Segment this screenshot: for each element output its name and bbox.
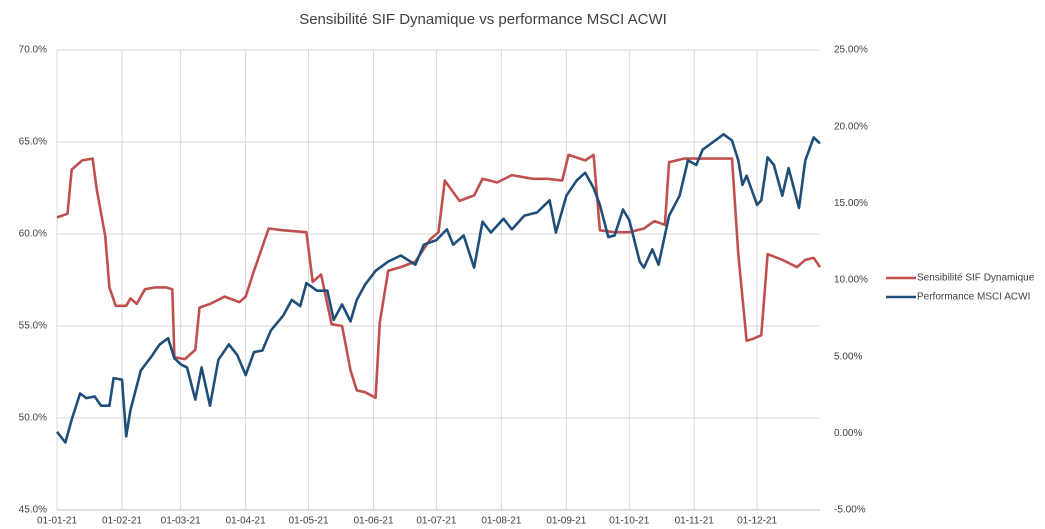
y-tick-label: 45.0% [19, 505, 47, 516]
x-tick-label: 01-03-21 [161, 516, 201, 527]
x-tick-label: 01-10-21 [609, 516, 649, 527]
line-series [56, 153, 822, 400]
y2-tick-label: 25.00% [834, 45, 868, 56]
y2-tick-label: 10.00% [834, 275, 868, 286]
x-tick-label: 01-08-21 [481, 516, 521, 527]
y2-tick-label: 5.00% [834, 351, 862, 362]
x-tick-label: 01-12-21 [737, 516, 777, 527]
x-tick-label: 01-06-21 [354, 516, 394, 527]
y-tick-label: 70.0% [19, 45, 47, 56]
y-tick-label: 55.0% [19, 321, 47, 332]
x-tick-label: 01-01-21 [37, 516, 77, 527]
legend-label: Sensibilité SIF Dynamique [917, 273, 1035, 284]
y2-tick-label: -5.00% [834, 505, 866, 516]
x-tick-label: 01-11-21 [675, 516, 715, 527]
legend-label: Performance MSCI ACWI [917, 292, 1030, 303]
y-tick-label: 50.0% [19, 413, 47, 424]
x-tick-label: 01-04-21 [226, 516, 266, 527]
y-tick-label: 60.0% [19, 229, 47, 240]
x-tick-label: 01-07-21 [416, 516, 456, 527]
chart-title: Sensibilité SIF Dynamique vs performance… [299, 11, 667, 28]
y2-tick-label: 20.00% [834, 121, 868, 132]
y2-tick-label: 15.00% [834, 198, 868, 209]
x-tick-label: 01-02-21 [102, 516, 142, 527]
y2-tick-label: 0.00% [834, 428, 862, 439]
x-tick-label: 01-09-21 [546, 516, 586, 527]
x-tick-label: 01-05-21 [289, 516, 329, 527]
y-tick-label: 65.0% [19, 137, 47, 148]
line-series [55, 133, 821, 444]
